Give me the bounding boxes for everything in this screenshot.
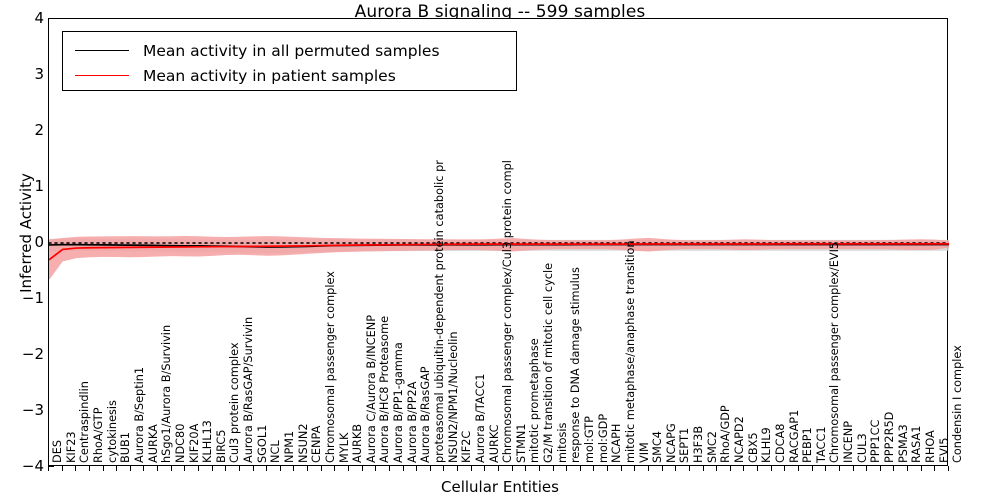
chart-canvas [49,236,949,280]
y-tick-label: −2 [21,345,44,363]
y-tick-label: 4 [34,9,44,27]
chart-title: Aurora B signaling -- 599 samples [354,2,646,22]
series-line [49,243,949,261]
y-tick-mark [48,466,54,467]
y-tick-label: −1 [21,289,44,307]
y-tick-label: 0 [34,233,44,251]
chart-legend: Mean activity in all permuted samples Me… [62,31,517,91]
y-tick-label: −3 [21,401,44,419]
y-tick-label: −4 [21,457,44,475]
y-tick-label: 3 [34,65,44,83]
legend-entry-patient: Mean activity in patient samples [73,63,506,88]
legend-swatch-permuted [75,50,129,51]
legend-label-patient: Mean activity in patient samples [143,66,396,85]
y-tick-label: 1 [34,177,44,195]
legend-label-permuted: Mean activity in all permuted samples [143,41,440,60]
x-axis-label: Cellular Entities [441,478,559,496]
plot-area [48,18,949,466]
y-tick-label: 2 [34,121,44,139]
legend-swatch-patient [75,75,129,76]
legend-entry-permuted: Mean activity in all permuted samples [73,38,506,63]
